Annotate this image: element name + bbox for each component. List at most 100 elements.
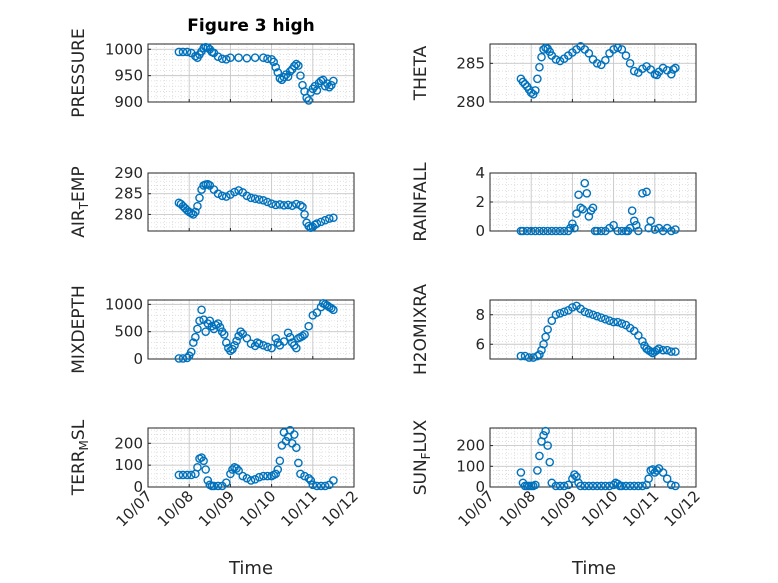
data-point: [609, 220, 618, 230]
data-point: [596, 226, 606, 236]
y-tick-label: 8: [475, 306, 485, 324]
data-point: [304, 321, 313, 331]
data-point: [543, 325, 552, 334]
data-point: [541, 426, 550, 436]
data-point: [605, 316, 614, 325]
data-point: [533, 466, 542, 475]
data-point: [584, 212, 594, 221]
data-point: [584, 481, 594, 491]
data-point: [182, 470, 192, 480]
data-point: [193, 463, 202, 472]
data-point: [658, 63, 668, 73]
data-point: [634, 481, 643, 491]
data-point: [555, 226, 565, 236]
scatter-series: [174, 425, 338, 491]
x-tick-label: 10/08: [496, 487, 539, 530]
subplot-terr-msl: 0100200TERRMSL10/0710/0810/0910/1010/111…: [69, 419, 362, 530]
y-tick-label: 2: [475, 193, 485, 211]
data-point: [259, 471, 268, 481]
data-point: [250, 475, 260, 484]
data-point: [666, 480, 676, 490]
data-point: [621, 481, 631, 491]
data-point: [625, 59, 635, 68]
data-point: [246, 476, 256, 485]
x-tick-label: 10/10: [578, 487, 621, 530]
axes-box: [147, 427, 355, 488]
axes-box: [147, 299, 355, 360]
data-point: [638, 336, 647, 346]
data-point: [294, 61, 303, 70]
y-tick-label: 500: [114, 323, 143, 341]
data-point: [174, 354, 184, 363]
data-point: [539, 226, 548, 236]
data-point: [292, 59, 301, 69]
y-tick-label: 4: [475, 164, 485, 182]
x-axis-label-left: Time: [228, 558, 273, 579]
data-point: [555, 308, 565, 318]
data-point: [242, 53, 252, 63]
y-tick-label: 900: [114, 93, 143, 111]
y-tick-label: 290: [114, 164, 143, 182]
data-point: [541, 332, 550, 342]
data-point: [203, 476, 213, 485]
y-axis-label: THETA: [411, 45, 431, 101]
data-point: [516, 468, 526, 477]
data-point: [568, 303, 577, 312]
scatter-series: [174, 179, 338, 232]
data-point: [634, 331, 643, 340]
data-point: [267, 199, 276, 208]
data-point: [568, 219, 577, 229]
data-point: [584, 308, 594, 318]
data-point: [666, 226, 676, 236]
data-point: [658, 345, 668, 355]
data-point: [205, 316, 215, 326]
data-point: [234, 186, 243, 195]
data-point: [551, 55, 561, 64]
data-point: [324, 82, 334, 92]
y-tick-label: 200: [114, 434, 143, 452]
data-point: [304, 96, 313, 105]
y-tick-label: 100: [114, 456, 143, 474]
axes-box: [489, 43, 697, 103]
data-point: [221, 338, 231, 347]
data-point: [592, 481, 602, 491]
data-point: [215, 323, 225, 332]
data-point: [193, 201, 202, 211]
y-tick-label: 100: [456, 457, 485, 475]
data-point: [613, 317, 623, 327]
data-point: [566, 223, 575, 233]
data-point: [254, 339, 264, 349]
data-point: [539, 339, 548, 349]
y-tick-label: 0: [475, 478, 485, 496]
y-tick-label: 950: [114, 67, 143, 85]
data-point: [671, 63, 680, 73]
data-point: [537, 52, 546, 62]
data-point: [568, 474, 577, 484]
data-point: [629, 216, 639, 226]
data-point: [232, 464, 241, 473]
data-point: [535, 451, 544, 461]
data-point: [292, 343, 301, 353]
data-point: [189, 338, 198, 347]
data-point: [524, 353, 534, 362]
plot-area: [490, 428, 696, 487]
data-point: [634, 226, 643, 236]
subplot-rainfall: 0 2 4 RAINFALL: [411, 162, 697, 242]
data-point: [300, 471, 309, 481]
data-point: [570, 470, 579, 479]
data-point: [320, 215, 330, 225]
y-tick-label: 1000: [105, 295, 143, 313]
data-point: [182, 47, 192, 57]
data-point: [242, 333, 252, 343]
data-point: [186, 470, 196, 480]
data-point: [285, 67, 295, 76]
data-point: [629, 66, 639, 76]
data-point: [312, 481, 322, 491]
data-point: [211, 320, 221, 330]
axes-box: [147, 43, 355, 103]
data-point: [232, 336, 241, 346]
data-point: [298, 202, 307, 212]
data-point: [269, 57, 278, 67]
y-axis-label: RAINFALL: [411, 162, 431, 242]
